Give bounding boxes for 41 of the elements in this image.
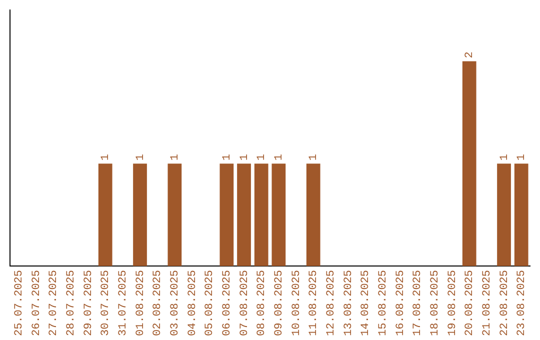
data-label: 1 [170,154,182,161]
x-tick-label: 25.07.2025 [14,270,26,336]
data-label: 1 [256,154,268,161]
x-tick-label: 21.08.2025 [482,270,494,336]
x-tick-label: 22.08.2025 [498,270,511,336]
x-tick-label: 17.08.2025 [412,270,424,336]
data-label: 1 [238,154,251,161]
x-tick-label: 13.08.2025 [342,270,355,336]
x-tick-label: 02.08.2025 [152,270,164,336]
x-tick-label: 26.07.2025 [30,270,43,336]
data-label: 1 [100,154,112,161]
x-tick-label: 30.07.2025 [100,270,112,336]
x-tick-label: 31.07.2025 [118,270,130,336]
x-tick-label: 04.08.2025 [186,270,199,336]
data-label: 1 [498,154,511,161]
x-tick-label: 12.08.2025 [326,270,338,336]
data-label: 1 [516,154,528,161]
x-tick-label: 27.07.2025 [48,270,60,336]
x-tick-label: 14.08.2025 [360,270,372,336]
x-tick-label: 16.08.2025 [394,270,407,336]
x-tick-label: 06.08.2025 [222,270,234,336]
data-label: 2 [464,52,476,58]
x-tick-label: 03.08.2025 [170,270,182,336]
x-tick-label: 28.07.2025 [66,270,78,336]
data-label: 1 [308,154,320,161]
x-tick-label: 08.08.2025 [256,270,268,336]
x-tick-label: 15.08.2025 [378,270,390,336]
x-tick-label: 23.08.2025 [516,270,528,336]
x-tick-label: 11.08.2025 [308,270,320,336]
x-tick-label: 20.08.2025 [464,270,476,336]
x-tick-label: 05.08.2025 [204,270,216,336]
x-tick-label: 19.08.2025 [446,270,459,336]
data-label: 1 [134,154,147,161]
x-tick-label: 18.08.2025 [430,270,442,336]
x-tick-label: 29.07.2025 [82,270,95,336]
x-tick-label: 01.08.2025 [134,270,147,336]
x-tick-label: 07.08.2025 [238,270,251,336]
x-tick-label: 09.08.2025 [274,270,286,336]
x-tick-label: 10.08.2025 [290,270,303,336]
data-label: 1 [222,154,234,161]
data-label: 1 [274,154,286,161]
